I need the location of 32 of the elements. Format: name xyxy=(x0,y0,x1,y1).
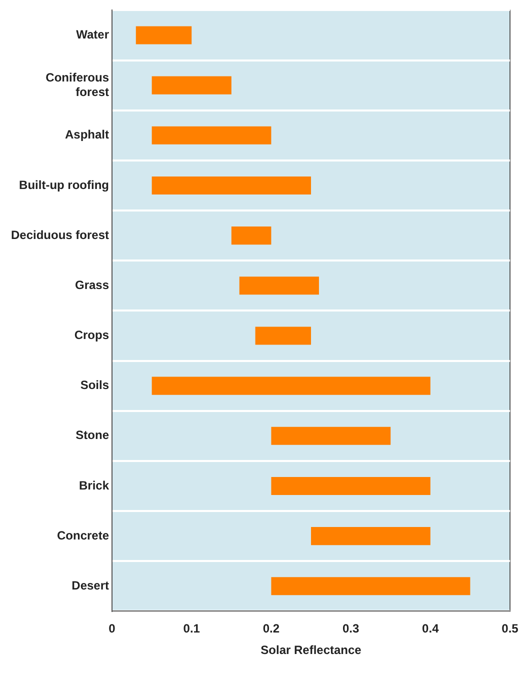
category-label: forest xyxy=(76,84,110,99)
bar xyxy=(152,176,312,195)
x-tick-label: 0.3 xyxy=(342,622,360,636)
x-tick-label: 0 xyxy=(108,622,116,636)
y-tick-label: Deciduous forest xyxy=(11,228,110,242)
y-tick-label: Desert xyxy=(72,578,110,592)
y-tick-label: Crops xyxy=(74,328,110,342)
bar xyxy=(311,527,430,546)
bar xyxy=(152,76,232,94)
y-tick-label: Stone xyxy=(76,428,110,442)
bar xyxy=(239,276,319,295)
bar xyxy=(152,126,272,144)
y-tick-label: Grass xyxy=(74,278,110,292)
y-tick-label: Soils xyxy=(80,378,110,392)
bar xyxy=(152,376,430,395)
x-tick-label: 0.1 xyxy=(183,622,200,636)
bar xyxy=(136,26,192,44)
bar xyxy=(231,226,272,245)
y-tick-label: Brick xyxy=(78,478,110,492)
y-tick-label: Asphalt xyxy=(65,128,110,142)
bar xyxy=(271,426,391,445)
x-tick-label: 0.2 xyxy=(262,622,280,636)
y-tick-label: Water xyxy=(76,28,110,42)
bar xyxy=(271,577,470,596)
x-tick-label: 0.5 xyxy=(502,622,519,636)
bar xyxy=(271,476,430,496)
x-tick-label: 0.4 xyxy=(422,622,440,636)
category-label: Coniferous xyxy=(46,70,110,84)
y-tick-label: Concrete xyxy=(57,528,110,542)
x-axis-title: Solar Reflectance xyxy=(260,643,362,658)
y-tick-label: Built-up roofing xyxy=(19,178,110,192)
bar xyxy=(255,326,312,345)
